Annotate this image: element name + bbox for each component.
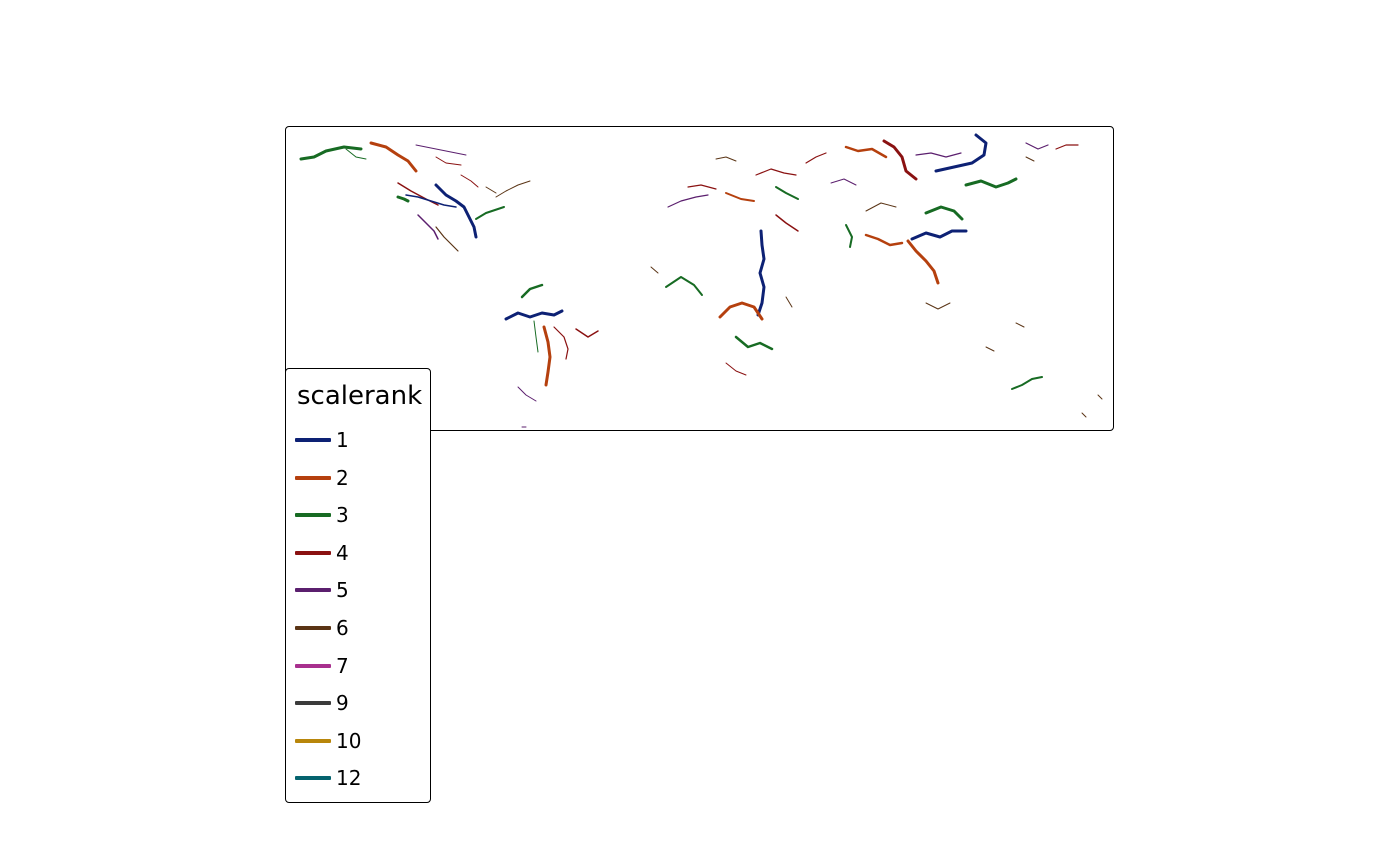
legend-swatch [295, 550, 331, 555]
legend-item: 10 [295, 727, 425, 757]
legend-item: 9 [295, 689, 425, 719]
legend-item: 12 [295, 764, 425, 794]
legend-label: 12 [336, 766, 362, 791]
legend-item: 1 [295, 426, 425, 456]
river-sao-francisco [575, 328, 599, 338]
legend: scalerank 1 2 3 4 5 6 7 9 10 12 [285, 368, 431, 803]
river-congo [718, 301, 764, 321]
river-huang [924, 205, 964, 221]
river-amazon [504, 309, 564, 321]
legend-swatch [295, 776, 331, 781]
river-stlawrence [495, 180, 531, 198]
river-mackenzie [369, 141, 418, 173]
river-yukon [299, 145, 363, 161]
river-murray [1011, 376, 1043, 390]
legend-label: 4 [336, 540, 349, 565]
legend-label: 10 [336, 728, 362, 753]
legend-label: 7 [336, 653, 349, 678]
river-amazon-north [520, 283, 544, 299]
legend-item: 4 [295, 539, 425, 569]
legend-item: 5 [295, 576, 425, 606]
river-parana [542, 325, 552, 387]
legend-label: 1 [336, 428, 349, 452]
river-ohio [475, 206, 505, 220]
river-rio-grande [435, 226, 459, 252]
river-zambezi [734, 335, 774, 351]
river-missouri [405, 194, 457, 208]
rivers-map [299, 133, 1103, 428]
legend-label: 9 [336, 691, 349, 716]
legend-item: 3 [295, 501, 425, 531]
legend-label: 2 [336, 465, 349, 490]
legend-label: 3 [336, 503, 349, 528]
legend-item: 7 [295, 652, 425, 682]
river-colorado [417, 214, 439, 240]
legend-swatch [295, 626, 331, 630]
river-nile [756, 229, 766, 317]
river-columbia [396, 195, 410, 203]
river-indus [845, 224, 853, 248]
legend-item: 2 [295, 464, 425, 494]
legend-label: 5 [336, 578, 349, 603]
river-mississippi [434, 183, 478, 239]
river-ob [844, 145, 888, 159]
legend-swatch [295, 701, 331, 706]
river-niger [665, 276, 703, 296]
legend-swatch [295, 588, 331, 593]
river-amur [964, 177, 1018, 189]
map-panel[interactable] [285, 126, 1114, 431]
river-yenisei [882, 139, 918, 181]
legend-swatch [295, 663, 331, 668]
legend-swatch [295, 513, 331, 518]
river-yangtze [910, 229, 968, 241]
river-lena [934, 133, 988, 173]
legend-swatch [295, 475, 331, 480]
river-ganges [864, 233, 904, 247]
legend-label: 6 [336, 616, 349, 640]
river-mekong [906, 239, 940, 285]
legend-swatch [295, 438, 331, 442]
legend-swatch [295, 738, 331, 743]
legend-title: scalerank [297, 381, 423, 411]
legend-item: 6 [295, 614, 425, 644]
